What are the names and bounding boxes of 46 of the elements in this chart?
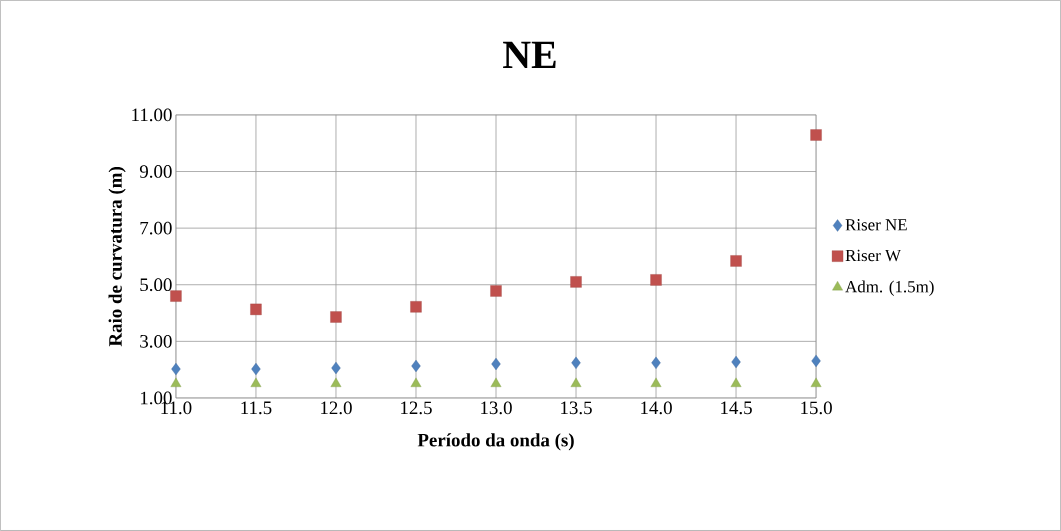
point [491, 357, 501, 371]
point [410, 301, 422, 313]
point [570, 276, 582, 288]
point [730, 255, 742, 267]
point [331, 361, 341, 375]
x-tick-label: 12.0 [321, 401, 352, 415]
legend-label: Riser NE [845, 219, 907, 231]
point [571, 356, 581, 370]
point [651, 356, 661, 370]
point [251, 362, 261, 376]
x-tick-label: 14.5 [721, 401, 752, 415]
x-axis-title: Período da onda (s) [417, 433, 574, 451]
point [650, 274, 662, 286]
point [171, 362, 181, 376]
x-tick-label: 14.0 [641, 401, 672, 415]
legend-label: Riser W [845, 249, 901, 262]
y-tick-label: 5.00 [140, 278, 172, 292]
y-tick-label: 11.00 [132, 108, 172, 122]
x-tick-label: 11.5 [241, 401, 272, 415]
point [810, 377, 822, 388]
point [730, 377, 742, 388]
point [570, 377, 582, 388]
x-tick-label: 13.5 [561, 401, 592, 415]
legend-label: Adm. (1.5m) [845, 280, 934, 296]
chart-title: NE [503, 41, 556, 68]
x-tick-label: 13.0 [481, 401, 512, 415]
point [330, 311, 342, 323]
point [170, 377, 182, 388]
point [250, 377, 262, 388]
point [650, 377, 662, 388]
y-tick-label: 7.00 [140, 221, 172, 235]
y-tick-label: 9.00 [139, 165, 172, 178]
point [490, 285, 502, 297]
point [811, 354, 821, 368]
point [330, 377, 342, 388]
point [170, 290, 182, 302]
x-tick-label: 15.0 [801, 401, 832, 415]
point [490, 377, 502, 388]
point [411, 359, 421, 373]
point [410, 377, 422, 388]
y-tick-label: 3.00 [140, 334, 172, 348]
point [810, 129, 822, 141]
y-axis-title: Raio de curvatura (m) [108, 167, 126, 347]
x-tick-label: 12.5 [401, 401, 432, 415]
point [731, 355, 741, 369]
point [250, 303, 262, 316]
